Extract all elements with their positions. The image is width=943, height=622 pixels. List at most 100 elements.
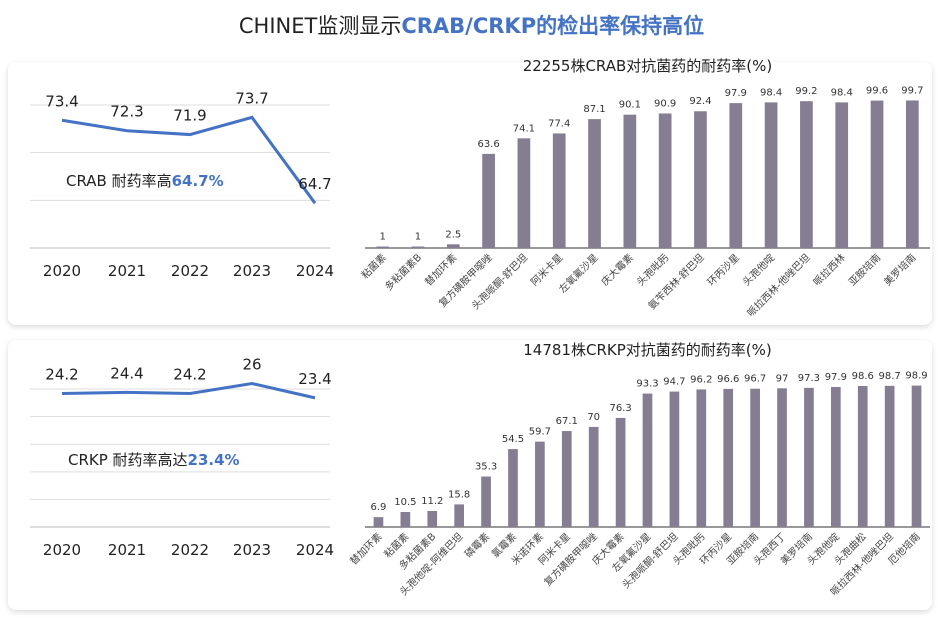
data-label: 97 (776, 373, 789, 384)
data-label: 67.1 (556, 416, 578, 427)
data-label: 2.5 (445, 229, 461, 240)
x-tick-label: 2020 (43, 541, 81, 559)
data-label: 96.7 (744, 374, 766, 385)
x-tick-label: 哌拉西林-他唑巴坦 (744, 251, 812, 319)
data-label: 97.3 (798, 373, 820, 384)
data-label: 99.7 (901, 85, 923, 96)
bar (427, 510, 438, 527)
bar (561, 431, 572, 527)
x-tick-label: 头孢吡肟 (635, 252, 672, 289)
data-label: 35.3 (475, 462, 497, 473)
bar (750, 388, 760, 527)
data-label: 92.4 (689, 96, 711, 107)
bar (800, 101, 813, 249)
x-tick-label: 2024 (296, 262, 334, 280)
data-label: 64.7 (298, 175, 331, 193)
bar (729, 103, 743, 248)
data-label: 54.5 (502, 434, 524, 445)
data-label: 90.1 (619, 100, 641, 111)
bar (373, 517, 384, 527)
title-highlight: CRAB/CRKP的检出率保持高位 (401, 14, 705, 38)
x-tick-label: 2024 (296, 541, 334, 559)
bar (905, 100, 919, 248)
x-tick-label: 2023 (233, 541, 271, 559)
data-label: 24.4 (110, 364, 143, 382)
data-label: 6.9 (370, 502, 386, 513)
data-label: 24.2 (173, 365, 206, 383)
data-label: 71.9 (173, 107, 206, 125)
data-label: 98.4 (760, 87, 782, 98)
bar (482, 153, 495, 248)
x-tick-label: 2022 (171, 541, 209, 559)
bar (411, 246, 425, 248)
line-series (61, 115, 317, 205)
data-label: 24.2 (45, 365, 78, 383)
x-tick-label: 2022 (171, 262, 209, 280)
bar (830, 387, 841, 527)
bar (696, 389, 707, 527)
bar (857, 386, 868, 527)
data-label: 15.8 (448, 489, 470, 500)
data-label: 11.2 (421, 496, 443, 507)
bar (481, 476, 491, 527)
bar (835, 102, 849, 248)
x-tick-label: 2020 (43, 262, 81, 280)
bar (623, 114, 637, 248)
x-tick-label: 庆大霉素 (598, 251, 635, 288)
bar (588, 119, 601, 248)
data-label: 70 (587, 412, 600, 423)
data-label: 97.9 (825, 372, 847, 383)
data-label: 98.9 (905, 371, 927, 382)
bar (588, 426, 599, 527)
data-label: 59.7 (529, 427, 551, 438)
x-tick-label: 2023 (233, 262, 271, 280)
data-label: 96.2 (690, 374, 712, 385)
data-label: 99.6 (866, 86, 888, 97)
data-label: 1 (379, 232, 385, 243)
annotation-value: 64.7% (172, 172, 224, 190)
bar (658, 113, 672, 248)
annotation: CRAB 耐药率高64.7% (66, 172, 224, 190)
bar (535, 441, 545, 527)
data-label: 94.7 (663, 377, 685, 388)
x-tick-label: 替加环素 (422, 251, 459, 288)
data-label: 72.3 (110, 103, 143, 121)
x-tick-label: 粘菌素 (358, 251, 388, 281)
bar (804, 387, 814, 527)
x-tick-label: 亚胺培南 (846, 251, 883, 288)
data-label: 63.6 (477, 139, 499, 150)
data-label: 26 (242, 356, 261, 374)
data-label: 96.6 (717, 374, 739, 385)
bar (454, 504, 465, 527)
data-label: 76.3 (609, 403, 631, 414)
bar (870, 100, 884, 248)
x-tick-label: 多粘菌素B (382, 251, 424, 293)
data-label: 98.7 (879, 371, 901, 382)
bar (508, 449, 518, 527)
data-label: 98.4 (831, 87, 853, 98)
data-label: 23.4 (298, 370, 331, 388)
data-label: 74.1 (513, 123, 535, 134)
data-label: 1 (415, 232, 421, 243)
x-tick-label: 环丙沙星 (705, 252, 742, 289)
data-label: 77.4 (548, 118, 570, 129)
bar (642, 393, 653, 527)
data-label: 73.4 (45, 92, 78, 110)
x-tick-label: 阿米卡星 (528, 251, 565, 288)
line-series (61, 381, 316, 400)
annotation: CRKP 耐药率高达23.4% (68, 451, 240, 469)
bar (400, 511, 411, 527)
bar (376, 246, 390, 248)
data-label: 73.7 (235, 89, 268, 107)
page-title: CHINET监测显示CRAB/CRKP的检出率保持高位 (0, 10, 943, 40)
bar (884, 385, 895, 527)
data-label: 90.9 (654, 98, 676, 109)
bar (911, 385, 922, 527)
crab-card (8, 62, 932, 325)
bar (723, 388, 734, 527)
bar (764, 102, 778, 248)
bar (669, 391, 680, 527)
title-prefix: CHINET监测显示 (238, 14, 402, 38)
x-tick-label: 2021 (108, 262, 146, 280)
data-label: 87.1 (583, 104, 605, 115)
